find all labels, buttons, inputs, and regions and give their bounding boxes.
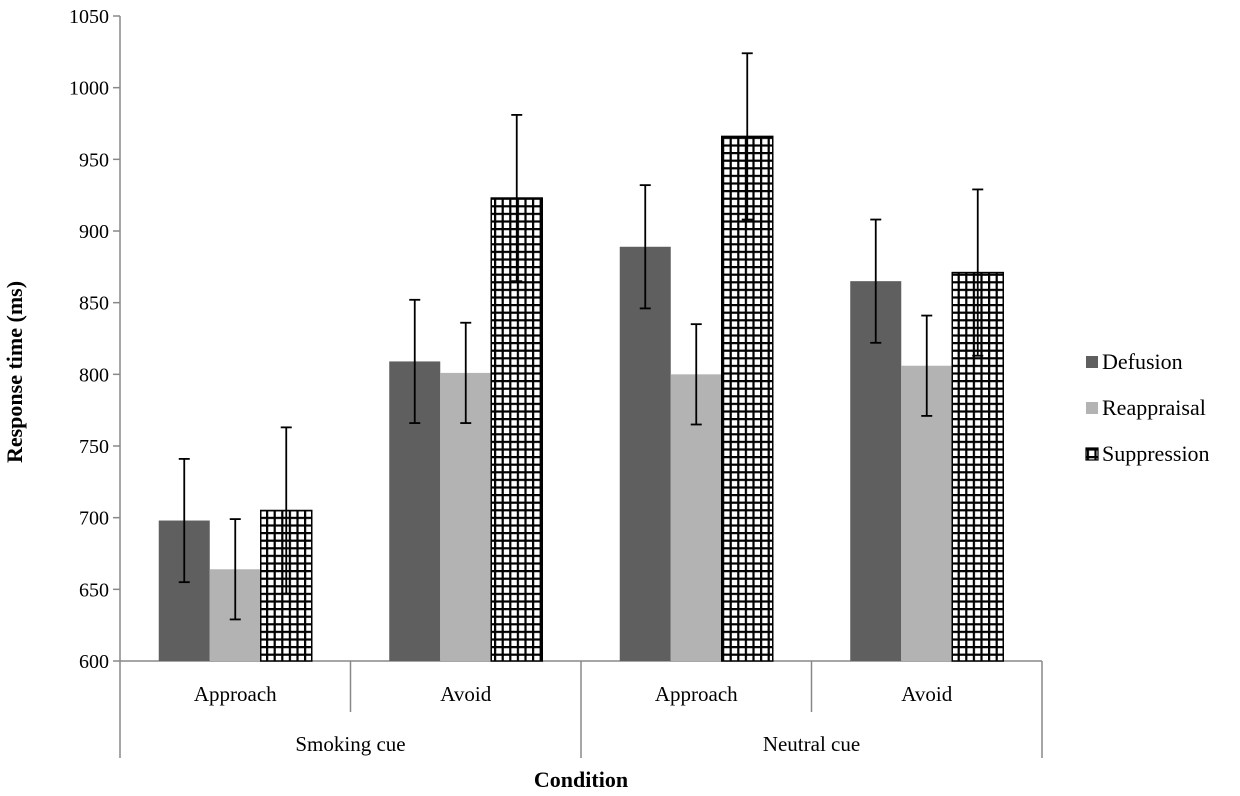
legend-label-reappraisal: Reappraisal — [1102, 395, 1206, 420]
x-axis-title: Condition — [534, 767, 628, 792]
y-tick-label: 1050 — [69, 6, 109, 28]
y-tick-label: 600 — [79, 651, 109, 673]
x-group-label: Neutral cue — [763, 732, 860, 756]
legend-swatch-reappraisal — [1086, 402, 1098, 414]
y-tick-label: 850 — [79, 293, 109, 315]
y-tick-label: 950 — [79, 149, 109, 171]
x-group-label: Smoking cue — [295, 732, 405, 756]
y-tick-label: 650 — [79, 579, 109, 601]
x-category-label: Avoid — [901, 682, 952, 706]
y-tick-label: 750 — [79, 436, 109, 458]
y-tick-label: 700 — [79, 508, 109, 530]
y-tick-label: 1000 — [69, 78, 109, 100]
bar-defusion — [619, 246, 671, 661]
y-tick-label: 800 — [79, 364, 109, 386]
legend-label-suppression: Suppression — [1102, 441, 1210, 466]
x-category-label: Approach — [655, 682, 738, 706]
legend-swatch-defusion — [1086, 356, 1098, 368]
legend-swatch-suppression — [1085, 447, 1099, 461]
y-tick-label: 900 — [79, 221, 109, 243]
x-category-label: Approach — [194, 682, 277, 706]
bar-defusion — [850, 281, 902, 661]
y-axis-title: Response time (ms) — [2, 281, 27, 463]
bar-suppression — [721, 135, 774, 662]
legend-label-defusion: Defusion — [1102, 349, 1183, 374]
x-category-label: Avoid — [440, 682, 491, 706]
